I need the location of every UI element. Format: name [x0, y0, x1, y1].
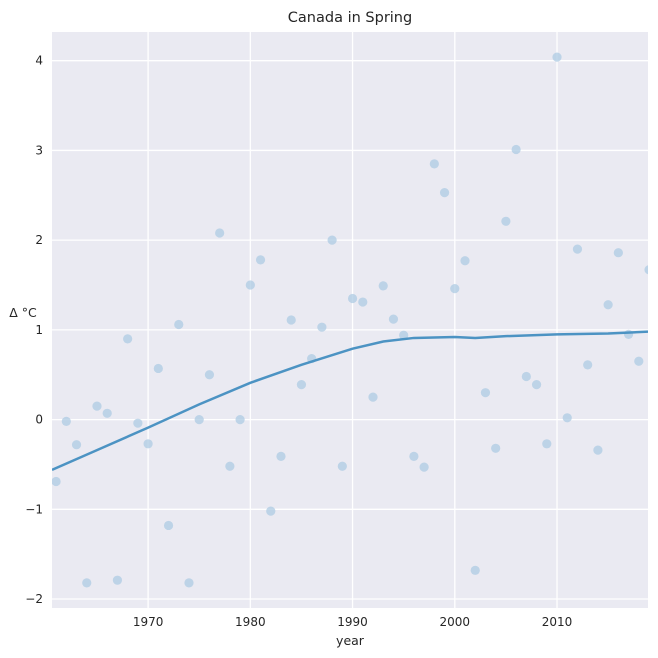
data-point — [593, 445, 603, 455]
data-point — [480, 388, 491, 398]
data-point — [634, 356, 644, 366]
data-point — [511, 144, 521, 155]
data-point — [143, 439, 153, 449]
data-point — [531, 379, 542, 390]
data-point — [194, 414, 204, 425]
data-point — [92, 401, 102, 411]
data-point — [102, 408, 112, 418]
y-tick-labels: −2 −1 0 1 2 3 4 — [25, 54, 43, 606]
data-point — [501, 216, 511, 226]
data-point — [112, 575, 123, 585]
data-point — [378, 281, 388, 291]
data-point — [491, 443, 501, 453]
x-tick-label: 1990 — [337, 615, 368, 629]
y-tick-label: 3 — [35, 143, 43, 157]
data-point — [572, 244, 583, 254]
trend-line — [52, 330, 648, 471]
chart-title: Canada in Spring — [288, 10, 412, 26]
data-point — [623, 329, 634, 339]
data-point — [133, 418, 143, 428]
data-point — [552, 52, 562, 62]
data-point — [644, 265, 648, 275]
data-point — [82, 578, 92, 588]
data-point — [296, 379, 307, 390]
data-point — [174, 319, 184, 330]
data-point — [225, 461, 235, 471]
data-point — [266, 506, 276, 516]
data-point — [327, 235, 337, 245]
data-point — [215, 228, 225, 238]
data-point — [52, 476, 61, 487]
data-point — [286, 315, 296, 325]
data-point — [439, 187, 450, 198]
data-point — [429, 159, 439, 169]
data-point — [276, 451, 286, 461]
x-tick-labels: 1970 1980 1990 2000 2010 — [133, 615, 572, 629]
data-point — [235, 414, 245, 425]
data-point — [583, 360, 593, 370]
x-axis-label: year — [336, 633, 365, 648]
data-point — [337, 461, 347, 471]
data-point — [470, 565, 480, 575]
data-point — [245, 280, 255, 290]
data-point — [358, 297, 368, 307]
y-tick-label: 4 — [35, 54, 43, 68]
x-tick-label: 1980 — [235, 615, 266, 629]
data-point — [521, 371, 531, 382]
x-tick-label: 2000 — [440, 615, 471, 629]
data-point — [61, 416, 71, 426]
y-tick-label: 1 — [35, 323, 43, 337]
scatter-points — [52, 52, 648, 588]
data-point — [399, 330, 409, 340]
data-point — [184, 578, 194, 588]
x-tick-label: 2010 — [542, 615, 573, 629]
y-tick-label: 0 — [35, 413, 43, 427]
grid — [52, 32, 648, 608]
data-point — [562, 413, 572, 423]
y-tick-label: −2 — [25, 592, 43, 606]
data-point — [71, 440, 82, 450]
data-point — [603, 300, 613, 310]
y-axis-label: Δ °C — [9, 305, 37, 320]
x-tick-label: 1970 — [133, 615, 164, 629]
data-point — [123, 334, 133, 344]
data-point — [204, 370, 215, 380]
data-point — [388, 314, 399, 324]
y-tick-label: −1 — [25, 502, 43, 516]
data-point — [163, 520, 174, 531]
data-point — [450, 283, 460, 294]
plot-area — [52, 32, 648, 608]
data-point — [368, 392, 378, 402]
data-point — [317, 322, 327, 332]
data-point — [613, 248, 623, 258]
data-point — [347, 293, 358, 304]
data-point — [542, 439, 552, 449]
data-point — [153, 363, 163, 374]
data-point — [460, 256, 470, 266]
data-point — [419, 462, 429, 472]
data-point — [255, 255, 266, 265]
y-tick-label: 2 — [35, 233, 43, 247]
data-point — [409, 451, 419, 461]
